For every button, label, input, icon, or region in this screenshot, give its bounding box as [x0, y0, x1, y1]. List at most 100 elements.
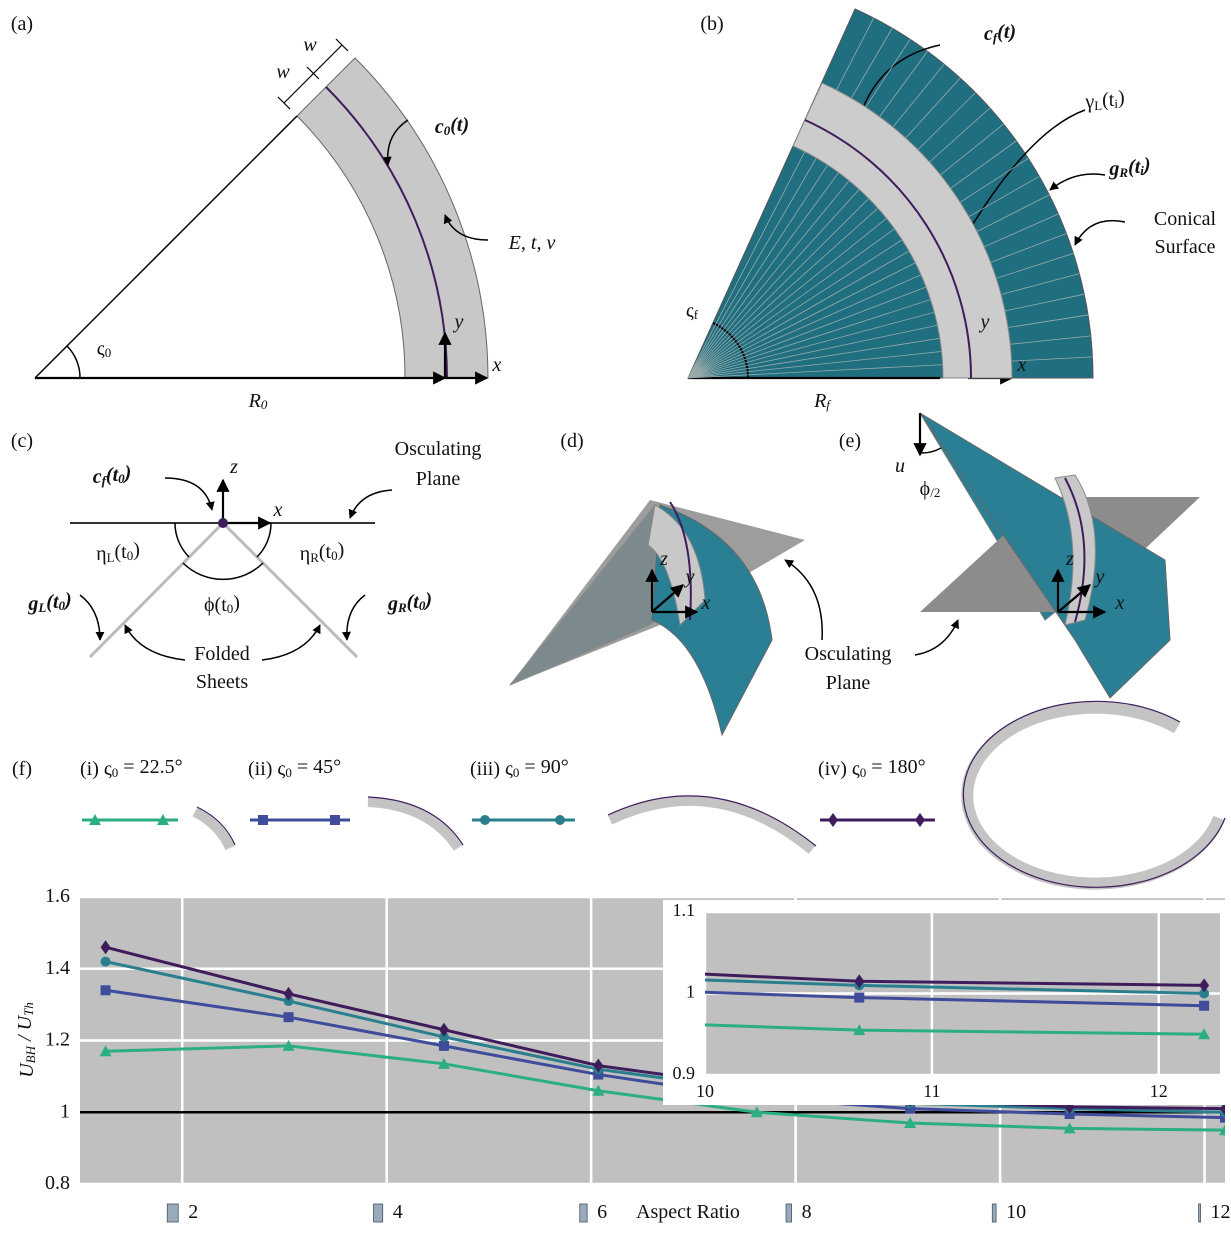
panel-b-drawing-part	[1049, 173, 1106, 191]
text-part: z	[1065, 548, 1074, 570]
marker	[593, 1069, 604, 1080]
text-part: 4	[393, 1201, 403, 1223]
aspect-icon	[785, 1203, 793, 1223]
text-part: 10	[696, 1081, 714, 1101]
panel-c-drawing-part	[221, 521, 359, 659]
text-part: x	[273, 499, 283, 521]
text-part: c	[984, 23, 993, 45]
figure-part: w	[303, 34, 317, 56]
text-part: 1	[686, 982, 695, 1002]
figure-part: y	[684, 566, 695, 588]
panel-a-drawing-part	[335, 38, 349, 52]
panel-c-drawing-part	[174, 522, 190, 558]
text-part: z	[659, 548, 668, 570]
figure-part: u	[895, 455, 905, 477]
fold-line	[687, 28, 893, 379]
marker	[100, 956, 111, 967]
panel-a-drawing-part	[34, 115, 298, 379]
text-part: (d)	[560, 430, 583, 452]
fold-line	[687, 140, 1017, 379]
figure-part: (a)	[11, 13, 33, 35]
series-line	[705, 972, 1205, 987]
fold-line	[687, 314, 1089, 379]
text-part: g	[387, 593, 398, 615]
thumbnail-shapes-part	[961, 701, 1225, 890]
panel-a-drawing-part	[283, 44, 343, 104]
panel-b-drawing-part	[792, 82, 1013, 379]
text-part: (t	[407, 590, 421, 612]
marker	[1220, 1112, 1225, 1123]
text-part: BH	[23, 1045, 38, 1063]
marker	[1064, 1109, 1075, 1120]
text-part: Osculating	[395, 438, 482, 460]
text-part: (t	[1102, 88, 1115, 110]
figure-part: x	[701, 592, 711, 614]
figure-part: Conical	[1154, 208, 1217, 230]
thumbnail-shapes-part	[192, 807, 235, 851]
text-part: )	[1142, 153, 1151, 175]
text-part: = 45°	[292, 755, 341, 777]
figure-part: z	[659, 548, 668, 570]
panel-e-drawing-part	[1057, 584, 1092, 613]
text-part: γ	[1084, 91, 1094, 113]
figure-part: cf(t)	[984, 20, 1016, 44]
panel-c-drawing-part	[218, 518, 228, 528]
text-part: (f)	[12, 758, 32, 780]
marker	[100, 985, 111, 996]
x-tick-label: 11	[923, 1081, 940, 1101]
figure-part: w	[276, 61, 290, 83]
figure-part: x	[1017, 354, 1027, 376]
marker	[750, 1106, 763, 1118]
figure-part: y	[453, 311, 464, 333]
text-part: y	[979, 311, 990, 333]
thumbnail-shapes-part	[367, 797, 463, 851]
marker	[283, 996, 294, 1007]
text-part: L	[107, 550, 115, 565]
text-part: 0	[59, 598, 66, 613]
text-part: 0	[285, 765, 292, 780]
text-part: 0	[127, 548, 134, 563]
marker	[99, 1045, 112, 1057]
text-part: Th	[21, 1002, 36, 1016]
text-part: 0	[860, 765, 867, 780]
figure-part: z	[229, 456, 238, 478]
panel-a-drawing-part	[382, 119, 409, 166]
figure-part: (f)	[12, 758, 32, 780]
marker	[100, 940, 111, 955]
x-tick-label: 8	[802, 1201, 812, 1223]
figure-part: y	[1094, 566, 1105, 588]
text-part: Osculating	[805, 643, 892, 665]
y-tick-label: 1.4	[45, 956, 70, 978]
series-line	[705, 1023, 1205, 1036]
text-part: f	[826, 397, 832, 412]
figure-part: cf(t0)	[93, 461, 132, 487]
text-part: (t	[46, 590, 60, 612]
marker	[592, 1084, 605, 1096]
aspect-icon	[991, 1203, 997, 1223]
text-part: Aspect Ratio	[636, 1201, 740, 1223]
fold-line	[687, 17, 875, 379]
text-part: )	[233, 591, 240, 613]
panel-b-drawing	[687, 8, 1126, 385]
panel-c-drawing-part	[341, 594, 366, 641]
text-part: z	[229, 456, 238, 478]
text-part: R	[397, 600, 407, 615]
legend-label: (ii) ς0 = 45°	[248, 755, 341, 779]
y-tick-label: 1	[60, 1100, 70, 1122]
text-part: 11	[923, 1081, 940, 1101]
panel-a-drawing	[34, 38, 489, 385]
text-part: 0	[112, 765, 119, 780]
legend-label: (i) ς0 = 22.5°	[80, 755, 183, 779]
x-tick-label: 6	[597, 1201, 607, 1223]
panel-c-drawing-part	[256, 522, 272, 558]
y-tick-label: 1.2	[45, 1028, 70, 1050]
figure-part: Sheets	[196, 671, 248, 693]
text-part: 0	[105, 345, 112, 360]
x-tick-label: 4	[393, 1201, 403, 1223]
fold-line	[687, 39, 911, 379]
aspect-icon	[579, 1203, 588, 1223]
text-part: )	[423, 588, 432, 610]
marker	[283, 986, 294, 1001]
marker	[282, 1039, 295, 1051]
